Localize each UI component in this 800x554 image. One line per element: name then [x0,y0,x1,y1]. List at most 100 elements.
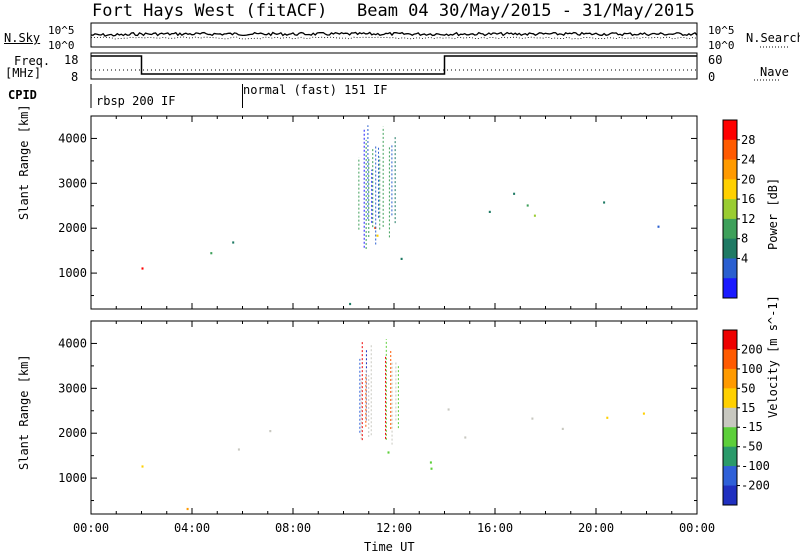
cpid-mode-normal: normal (fast) 151 IF [243,83,388,97]
nsky-trace [90,31,698,37]
range-cell [657,225,660,228]
colorbar-tick-label: -100 [741,459,770,473]
colorbar-tick-label: 200 [741,342,763,356]
colorbar-tick-label: -200 [741,479,770,493]
station-title: Fort Hays West (fitACF) [92,1,328,21]
y-tick-label: 3000 [58,176,87,190]
range-cell [349,302,352,306]
cpid-label: CPID [8,88,37,102]
colorbar-segment [723,278,737,299]
colorbar-segment [723,368,737,389]
x-tick-label: 20:00 [578,521,614,535]
range-cell [387,451,390,454]
y-tick-label: 4000 [58,131,87,145]
colorbar-segment [723,388,737,409]
nave-tick-low: 0 [708,70,716,84]
colorbar-segment [723,258,737,279]
range-cell [642,412,645,415]
colorbar-segment [723,427,737,448]
range-cell [526,204,529,207]
colorbar-tick-label: 12 [741,212,755,226]
y-tick-label: 3000 [58,381,87,395]
x-tick-label: 08:00 [275,521,311,535]
noise-left-tick-low: 10^0 [48,39,75,52]
range-cell [141,465,144,468]
colorbar-segment [723,139,737,161]
power-colorbar [722,119,738,299]
range-cell [374,226,377,229]
colorbar-segment [723,238,737,259]
freq-tick-low: 8 [71,70,79,84]
velocity-colorbar [722,329,738,506]
colorbar-segment [723,466,737,487]
range-cell [186,507,189,511]
colorbar-segment [723,446,737,467]
range-cell [603,201,606,204]
time-xlabel: Time UT [364,540,415,554]
colorbar-tick-label: -15 [741,420,763,434]
range-cell [210,252,213,255]
colorbar-tick-label: 28 [741,133,755,147]
x-tick-label: 16:00 [477,521,513,535]
nave-label: Nave [760,65,789,79]
freq-unit-label: [MHz] [5,66,42,80]
colorbar-tick-label: 16 [741,192,755,206]
y-tick-label: 1000 [58,266,87,280]
x-tick-label: 00:00 [679,521,715,535]
colorbar-tick-label: 15 [741,401,755,415]
colorbar-tick-label: 4 [741,251,748,265]
colorbar-segment [723,349,737,370]
freq-trace [91,55,697,75]
colorbar-tick-label: -50 [741,440,763,454]
y-tick-label: 4000 [58,336,87,350]
freq-tick-high: 18 [64,53,79,67]
nave-tick-high: 60 [708,53,723,67]
freq-label: Freq. [14,54,51,68]
nsky-label: N.Sky [4,31,41,45]
y-tick-label: 1000 [58,471,87,485]
nsearch-label: N.Search [746,31,800,45]
x-tick-label: 04:00 [174,521,210,535]
y-tick-label: 2000 [58,221,87,235]
range-cell [237,448,240,451]
nsearch-trace [90,36,698,40]
cpid-mode-rbsp: rbsp 200 IF [96,94,176,108]
x-tick-label: 12:00 [376,521,412,535]
range-cell [376,234,379,237]
freq-panel-frame [90,52,698,80]
colorbar-segment [723,485,737,506]
colorbar-segment [723,159,737,180]
colorbar-tick-label: 24 [741,153,755,167]
x-tick-label: 00:00 [73,521,109,535]
colorbar-segment [723,330,737,350]
range-cell [488,210,491,213]
range-cell [533,214,536,217]
range-cell [606,416,609,419]
colorbar-segment [723,179,737,200]
power-panel-frame [90,115,698,310]
range-cell [232,241,235,244]
colorbar-segment [723,407,737,428]
colorbar-tick-label: 8 [741,232,748,246]
beam-date-title: Beam 04 30/May/2015 - 31/May/2015 [357,1,695,21]
range-cell [141,267,144,270]
colorbar-segment [723,199,737,220]
colorbar-tick-label: 100 [741,362,763,376]
range-cell [430,467,433,470]
range-cell [269,430,272,433]
noise-right-tick-high: 10^5 [708,24,735,37]
colorbar-segment [723,120,737,141]
velocity-cells [141,408,645,511]
y-tick-label: 2000 [58,426,87,440]
range-cell [429,461,432,464]
power-cells [141,192,660,306]
colorbar-segment [723,218,737,240]
range-cell [447,408,450,411]
colorbar-tick-label: 50 [741,381,755,395]
range-cell [400,257,403,260]
range-cell [513,192,516,195]
range-cell [531,417,534,420]
velocity-panel-frame [90,320,698,515]
colorbar-tick-label: 20 [741,172,755,186]
